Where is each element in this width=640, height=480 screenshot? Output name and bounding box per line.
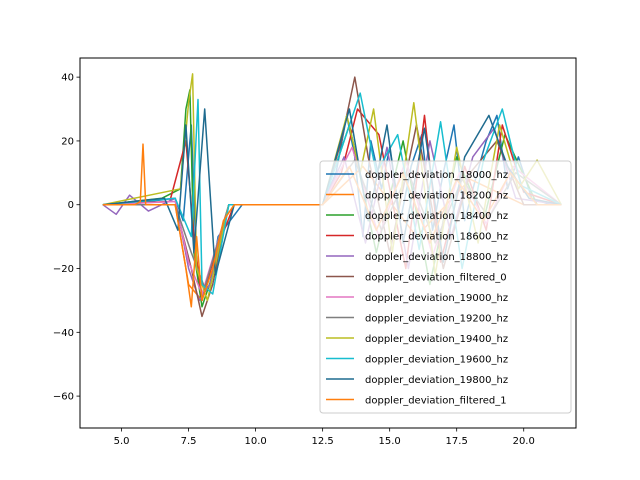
x-axis: 5.0 7.5 10.0 12.5 15.0 17.5 20.0 xyxy=(114,428,535,447)
legend-label: doppler_deviation_19600_hz xyxy=(365,355,508,366)
legend-label: doppler_deviation_19200_hz xyxy=(365,314,508,325)
y-axis: −60 −40 −20 0 20 40 xyxy=(53,73,80,403)
y-tick-label: 20 xyxy=(61,136,74,147)
x-tick-label: 17.5 xyxy=(446,436,468,447)
legend-label: doppler_deviation_19400_hz xyxy=(365,334,508,345)
legend-label: doppler_deviation_18200_hz xyxy=(365,191,508,202)
x-tick-label: 7.5 xyxy=(181,436,197,447)
legend-label: doppler_deviation_19800_hz xyxy=(365,375,508,386)
legend-label: doppler_deviation_18000_hz xyxy=(365,170,508,181)
legend-label: doppler_deviation_18400_hz xyxy=(365,211,508,222)
x-tick-label: 10.0 xyxy=(244,436,266,447)
series-line-doppler_deviation_19400_hz xyxy=(102,73,562,302)
y-tick-label: 0 xyxy=(68,200,74,211)
legend: doppler_deviation_18000_hz doppler_deviat… xyxy=(319,160,572,414)
x-tick-label: 12.5 xyxy=(312,436,334,447)
y-tick-label: −40 xyxy=(53,328,74,339)
legend-label: doppler_deviation_18800_hz xyxy=(365,252,508,263)
legend-label: doppler_deviation_filtered_1 xyxy=(365,396,507,407)
x-tick-label: 15.0 xyxy=(379,436,401,447)
series-line-doppler_deviation_19600_hz xyxy=(102,92,562,295)
axes-frame xyxy=(79,57,577,429)
y-tick-label: −20 xyxy=(53,264,74,275)
legend-label: doppler_deviation_19000_hz xyxy=(365,293,508,304)
series-line-doppler_deviation_18000_hz xyxy=(102,114,562,295)
x-tick-label: 5.0 xyxy=(114,436,130,447)
y-tick-label: −60 xyxy=(53,392,74,403)
legend-label: doppler_deviation_18600_hz xyxy=(365,232,508,243)
x-tick-label: 20.0 xyxy=(513,436,535,447)
legend-box xyxy=(319,160,572,414)
legend-label: doppler_deviation_filtered_0 xyxy=(365,273,507,284)
y-tick-label: 40 xyxy=(61,73,74,84)
